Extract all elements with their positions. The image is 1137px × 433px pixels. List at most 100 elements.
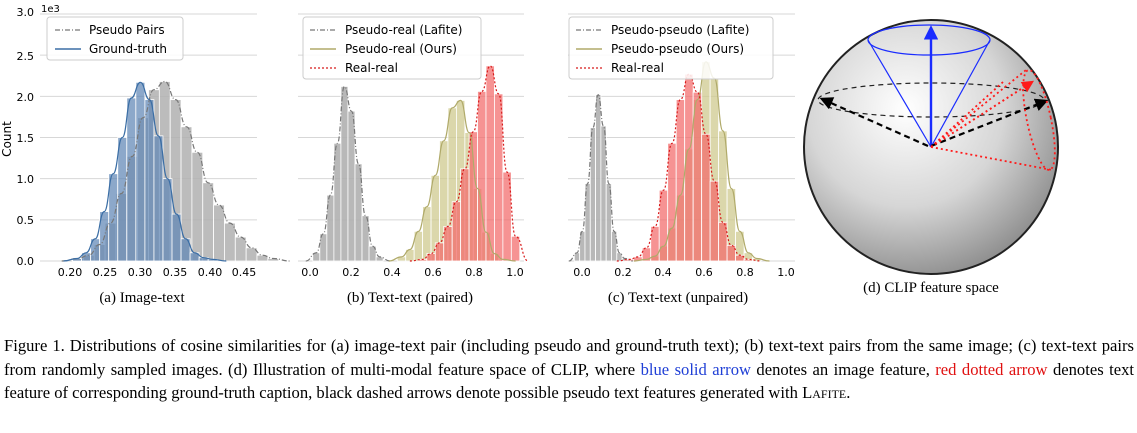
histogram-bar (191, 151, 204, 262)
caption-text-1: Figure 1. Distributions of cosine simila… (4, 336, 1134, 379)
density-curve (305, 85, 391, 262)
y-tick: 1.5 (17, 132, 35, 145)
legend-label: Real-real (611, 61, 664, 75)
legend-label: Real-real (345, 61, 398, 75)
histogram-bar (443, 226, 453, 262)
legend-a: Pseudo Pairs Ground-truth (46, 16, 184, 61)
histogram-bar (605, 183, 612, 262)
density-curve (388, 99, 516, 262)
histogram-bar (726, 244, 736, 262)
histogram-bar (361, 215, 370, 262)
histogram-bar (743, 258, 753, 262)
x-tick: 1.0 (777, 266, 795, 279)
histogram-bar (319, 233, 328, 262)
caption-text-2: denotes an image feature, (750, 359, 936, 379)
histogram-bar (573, 252, 581, 262)
histogram-bar (245, 247, 258, 262)
histogram-bar (333, 142, 342, 262)
y-tick: 2.0 (17, 91, 35, 104)
x-tick: 0.6 (695, 266, 713, 279)
legend-label: Pseudo-real (Ours) (345, 42, 457, 56)
y-tick: 3.0 (17, 6, 35, 19)
y-tick: 0.5 (17, 214, 35, 227)
histogram-bar (667, 142, 677, 262)
histogram-bar (368, 245, 377, 262)
legend-label: Pseudo Pairs (89, 23, 165, 37)
x-tick: 0.35 (163, 266, 188, 279)
x-tick: 0.8 (736, 266, 754, 279)
caption-text-3: denotes text feature of corresponding gr… (4, 359, 1134, 403)
x-tick: 0.8 (465, 266, 483, 279)
histogram-bar (144, 99, 155, 262)
histogram-bar (256, 254, 269, 262)
panel-a-image-text: 1e3 Count 0.0 0.5 1.0 1.5 2.0 2.5 3.0 0.… (0, 4, 290, 306)
histogram-bar (611, 230, 618, 262)
x-tick: 0.4 (654, 266, 672, 279)
sublabel-c: (c) Text-text (unpaired) (608, 290, 748, 306)
y-axis-label: Count (0, 121, 14, 157)
histogram-bar (692, 91, 703, 262)
histogram-bar (213, 204, 225, 262)
legend-box (568, 16, 774, 80)
histogram-bar (347, 110, 356, 262)
x-tick-labels-c: 0.0 0.2 0.4 0.6 0.8 1.0 (573, 266, 795, 279)
y-tick: 2.5 (17, 50, 35, 63)
x-tick: 0.2 (614, 266, 632, 279)
histogram-bar (117, 137, 128, 262)
x-tick: 0.25 (93, 266, 118, 279)
histogram-bar (468, 131, 478, 262)
caption-lafite: Lafite (802, 383, 847, 402)
histogram-bar (595, 94, 602, 262)
sublabel-a: (a) Image-text (99, 290, 185, 306)
histogram-bar (460, 168, 470, 262)
histogram-bar (616, 252, 623, 262)
density-curve (409, 65, 529, 262)
histogram-bar (735, 254, 745, 262)
x-tick: 1.0 (506, 266, 524, 279)
y-exponent-a: 1e3 (41, 4, 60, 15)
legend-label: Pseudo-pseudo (Ours) (611, 42, 744, 56)
x-tick: 0.30 (128, 266, 153, 279)
histogram-bar (600, 125, 607, 262)
histogram-bar (224, 222, 236, 262)
histogram-bar (502, 171, 512, 262)
legend-label: Pseudo-pseudo (Lafite) (611, 23, 749, 37)
red-dotted-arrow (930, 80, 1035, 148)
histogram-bar (153, 135, 164, 262)
text-feature-cone (930, 69, 1056, 171)
x-tick: 0.0 (301, 266, 319, 279)
legend-box (302, 16, 482, 80)
histogram-bar (709, 180, 720, 262)
x-tick: 0.20 (58, 266, 83, 279)
y-tick: 1.0 (17, 173, 35, 186)
histogram-bar (684, 73, 694, 262)
histogram-bar (340, 86, 349, 262)
caption-red-arrow-text: red dotted arrow (935, 359, 1048, 379)
histogram-bar (267, 258, 280, 262)
histogram-bar (135, 81, 146, 262)
y-tick-labels-a: 0.0 0.5 1.0 1.5 2.0 2.5 3.0 (17, 6, 35, 268)
x-tick: 0.40 (198, 266, 223, 279)
density-curve (568, 94, 633, 262)
panel-b-text-text-paired: 0.0 0.2 0.4 0.6 0.8 1.0 Pseudo-real (Laf… (298, 13, 529, 306)
histogram-bar (202, 182, 215, 262)
x-tick: 0.2 (342, 266, 360, 279)
histogram-bar (494, 93, 504, 262)
histogram-bar (162, 178, 173, 262)
panel-c-text-text-unpaired: 0.0 0.2 0.4 0.6 0.8 1.0 Pseudo-pseudo (L… (568, 13, 795, 306)
x-tick: 0.0 (573, 266, 591, 279)
histogram-bar (485, 65, 495, 262)
x-tick: 0.4 (383, 266, 401, 279)
histogram-bar (589, 127, 596, 262)
legend-b: Pseudo-real (Lafite) Pseudo-real (Ours) … (302, 16, 482, 80)
histogram-bar (579, 230, 586, 262)
x-tick-labels-a: 0.20 0.25 0.30 0.35 0.40 0.45 (58, 266, 257, 279)
histogram-bar (108, 173, 119, 262)
histogram-bar (126, 97, 137, 262)
histogram-bar (477, 90, 487, 262)
histogram-bar (510, 235, 521, 262)
legend-label: Ground-truth (89, 42, 167, 56)
caption-text-4: . (846, 383, 851, 402)
histogram-bar (701, 133, 711, 262)
